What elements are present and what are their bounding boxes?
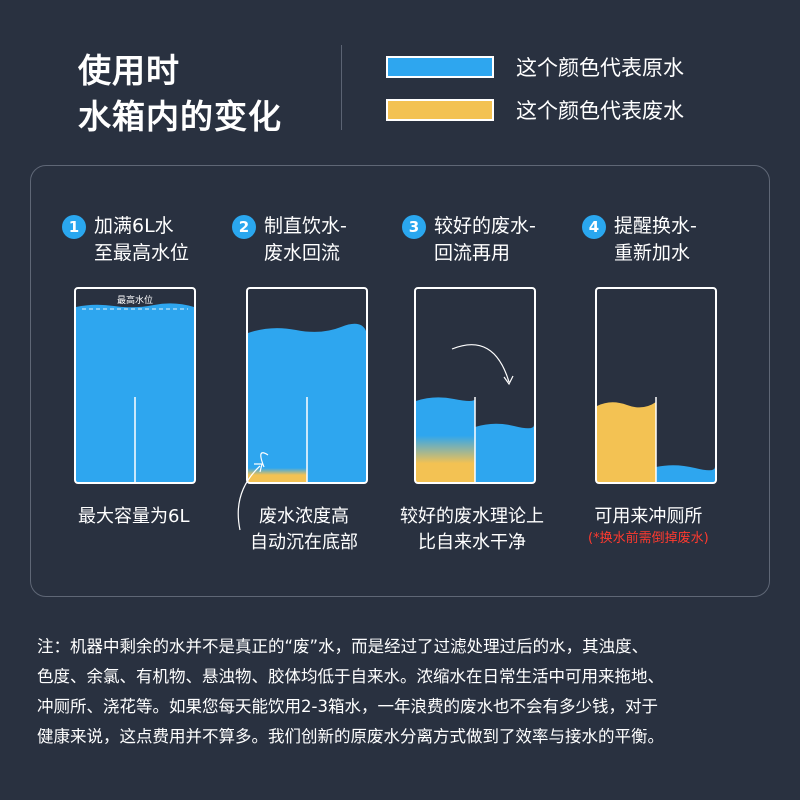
footnote-line1: 注：机器中剩余的水并不是真正的“废”水，而是经过了过滤处理过后的水，其浊度、	[37, 637, 649, 656]
page-title-line2: 水箱内的变化	[78, 97, 282, 136]
step-2-caption: 废水浓度高 自动沉在底部	[250, 504, 358, 556]
legend-raw-water-label: 这个颜色代表原水	[516, 56, 684, 80]
tank-2-outline	[246, 287, 368, 484]
step-3-caption-line2: 比自来水干净	[418, 532, 526, 553]
step-2-title: 制直饮水- 废水回流	[264, 213, 347, 267]
step-4-warning-note: (*换水前需倒掉废水)	[588, 531, 709, 546]
tank-3	[414, 287, 536, 484]
raw-water-remaining	[656, 465, 715, 482]
max-water-label: 最高水位	[117, 294, 153, 306]
step-4-number-badge: 4	[582, 215, 606, 239]
tank-3-outline	[414, 287, 536, 484]
footnote-line3: 冲厕所、浇花等。如果您每天能饮用2-3箱水，一年浪费的废水也不会有多少钱，对于	[37, 697, 658, 716]
step-3-title: 较好的废水- 回流再用	[434, 213, 536, 267]
raw-water-right	[475, 423, 534, 482]
flow-arrow-icon	[451, 344, 510, 383]
page-title-line1: 使用时	[78, 51, 180, 90]
tank-2	[246, 287, 368, 484]
step-4-header: 4 提醒换水- 重新加水	[582, 213, 752, 267]
step-3-caption-line1: 较好的废水理论上	[400, 506, 544, 527]
steps-panel	[30, 165, 770, 597]
step-3-title-line1: 较好的废水-	[434, 215, 536, 237]
step-1-title: 加满6L水 至最高水位	[94, 213, 189, 267]
step-2-header: 2 制直饮水- 废水回流	[232, 213, 402, 267]
page-title: 使用时 水箱内的变化	[78, 48, 282, 140]
step-2-number-badge: 2	[232, 215, 256, 239]
step-2-caption-line2: 自动沉在底部	[250, 532, 358, 553]
step-3-title-line2: 回流再用	[434, 242, 511, 264]
step-3-caption: 较好的废水理论上 比自来水干净	[400, 504, 544, 556]
settle-arrow-icon	[237, 463, 263, 531]
raw-water-fill	[76, 303, 194, 482]
tank-4-outline	[595, 287, 717, 484]
step-4-caption-line1: 可用来冲厕所	[594, 506, 703, 527]
legend-waste-water: 这个颜色代表废水	[386, 95, 684, 125]
step-4-title: 提醒换水- 重新加水	[614, 213, 697, 267]
footnote: 注：机器中剩余的水并不是真正的“废”水，而是经过了过滤处理过后的水，其浊度、 色…	[37, 632, 773, 752]
raw-water-right	[307, 407, 366, 482]
raw-water-swatch	[386, 56, 494, 78]
step-4-title-line2: 重新加水	[614, 242, 691, 264]
tank-4	[595, 287, 717, 484]
waste-water-left	[597, 402, 656, 482]
mixed-water-left	[416, 397, 475, 482]
step-3-number-badge: 3	[402, 215, 426, 239]
sink-arrow	[260, 452, 269, 468]
step-2-caption-line1: 废水浓度高	[259, 506, 349, 527]
step-4-title-line1: 提醒换水-	[614, 215, 697, 237]
step-1-title-line1: 加满6L水	[94, 215, 174, 237]
waste-water-swatch	[386, 99, 494, 121]
tank-1-outline	[74, 287, 196, 484]
step-3-header: 3 较好的废水- 回流再用	[402, 213, 572, 267]
step-1-title-line2: 至最高水位	[94, 242, 190, 264]
step-2-title-line1: 制直饮水-	[264, 215, 347, 237]
step-1-caption: 最大容量为6L	[78, 504, 189, 530]
waste-water-settled	[248, 432, 307, 482]
tank-1: 最高水位	[74, 287, 196, 484]
footnote-line4: 健康来说，这点费用并不算多。我们创新的原废水分离方式做到了效率与接水的平衡。	[37, 727, 664, 746]
footnote-line2: 色度、余氯、有机物、悬浊物、胶体均低于自来水。浓缩水在日常生活中可用来拖地、	[37, 667, 664, 686]
legend-waste-water-label: 这个颜色代表废水	[516, 99, 684, 123]
header-divider	[341, 45, 342, 130]
step-1-caption-line1: 最大容量为6L	[78, 506, 190, 527]
step-1-number-badge: 1	[62, 215, 86, 239]
step-1-header: 1 加满6L水 至最高水位	[62, 213, 232, 267]
step-2-title-line2: 废水回流	[264, 242, 341, 264]
step-4-caption: 可用来冲厕所 (*换水前需倒掉废水)	[588, 504, 709, 548]
legend-raw-water: 这个颜色代表原水	[386, 52, 684, 82]
